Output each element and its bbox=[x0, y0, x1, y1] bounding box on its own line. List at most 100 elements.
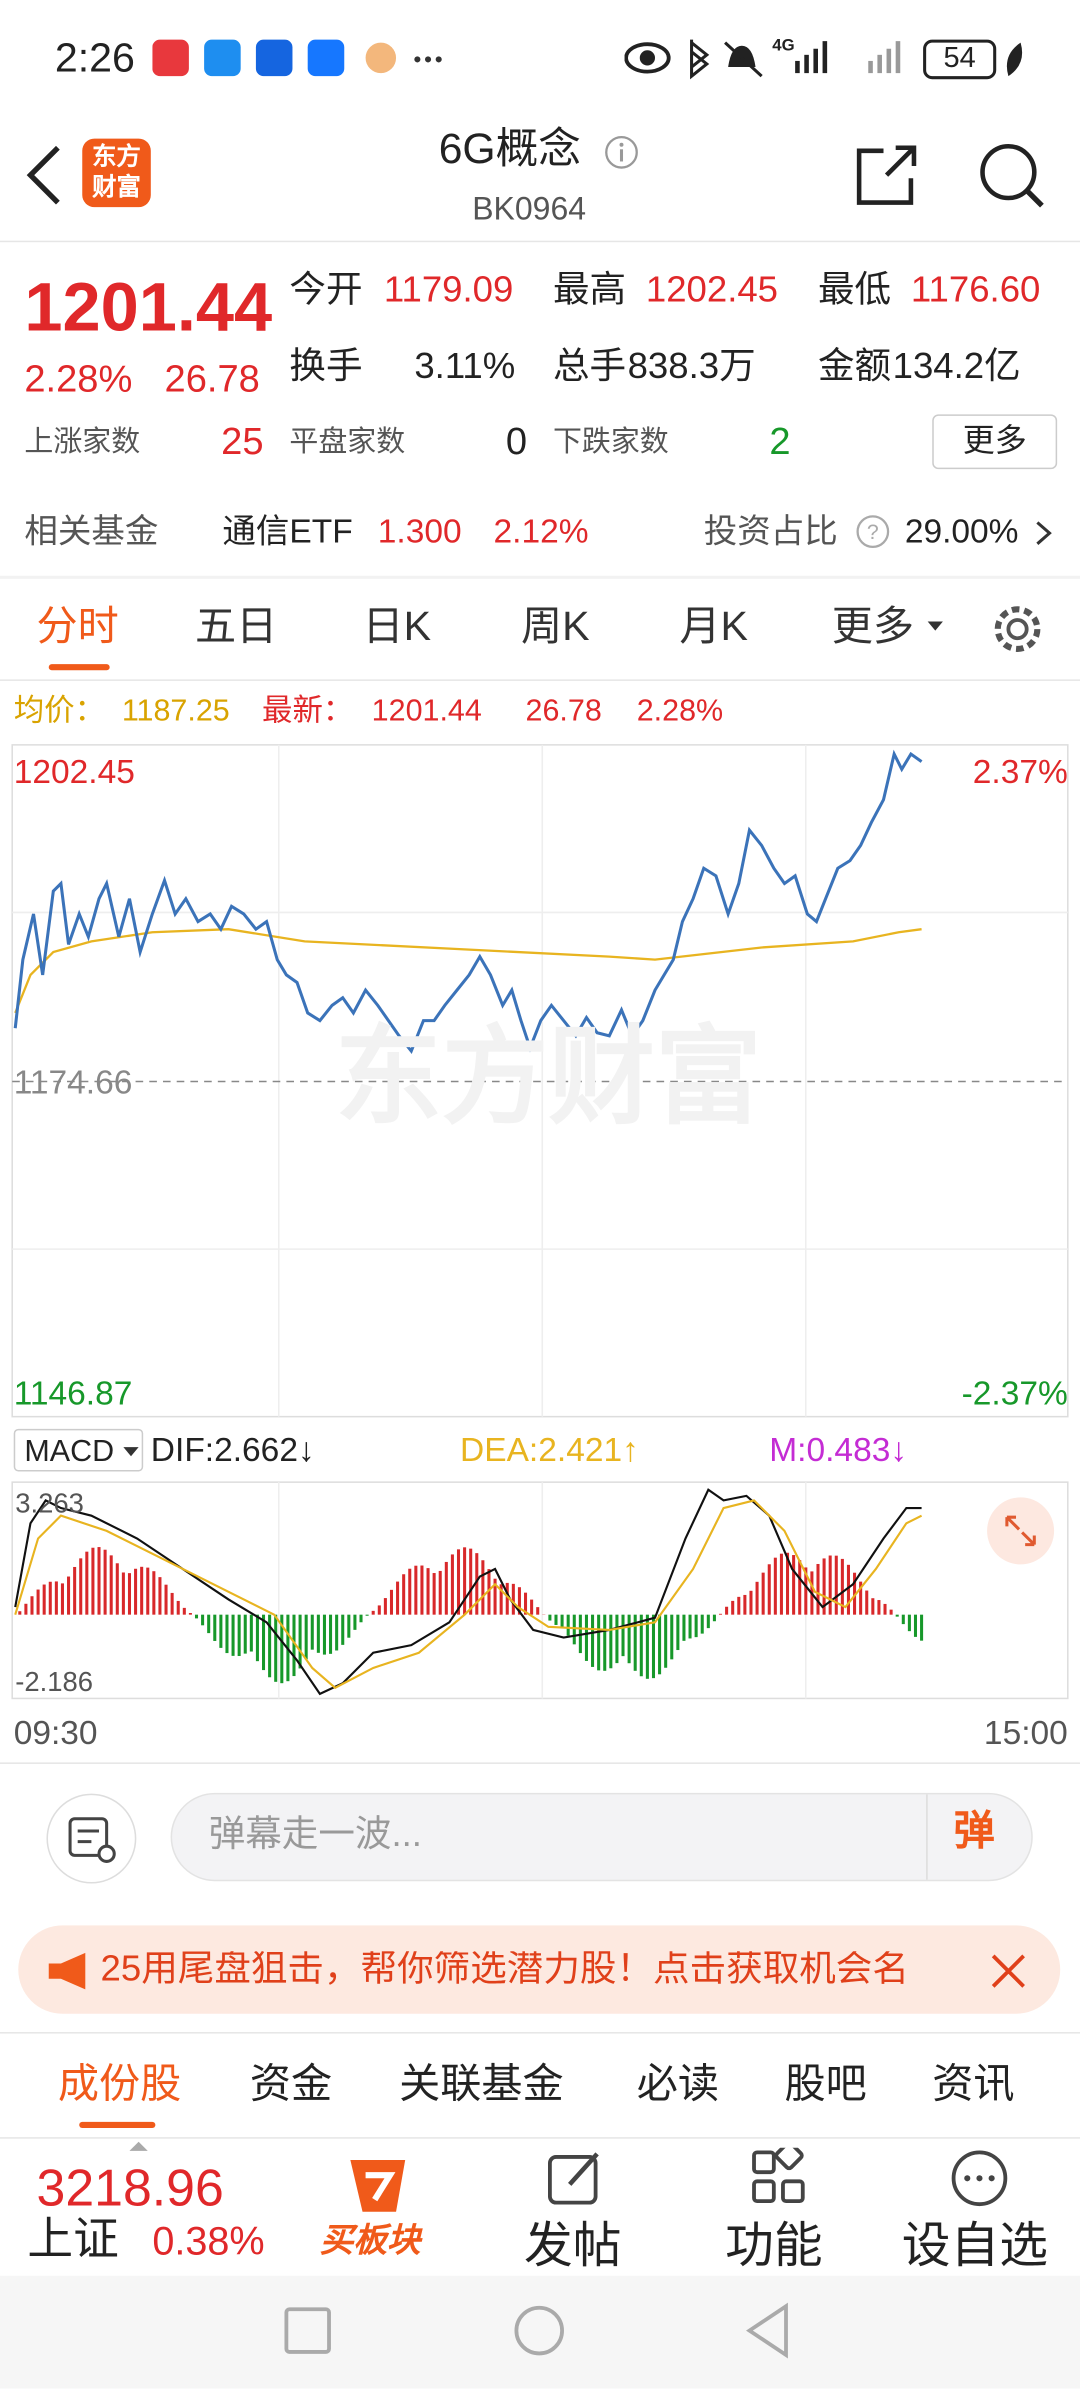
macd-bar bbox=[439, 1571, 442, 1615]
macd-bar bbox=[18, 1611, 21, 1614]
macd-bar bbox=[85, 1552, 88, 1615]
tab[interactable]: 五日 bbox=[195, 606, 277, 647]
macd-bar bbox=[689, 1615, 692, 1639]
macd-bar bbox=[201, 1615, 204, 1626]
bottom-item[interactable]: 买板块 bbox=[320, 2224, 421, 2258]
dif: DIF:2.662↓ bbox=[151, 1433, 315, 1467]
macd-bar bbox=[615, 1615, 618, 1663]
macd-bar bbox=[171, 1593, 174, 1615]
section-tab[interactable]: 股吧 bbox=[784, 2064, 866, 2105]
section-tab[interactable]: 资金 bbox=[250, 2064, 332, 2105]
bottom-item[interactable]: 设自选 bbox=[902, 2221, 1048, 2270]
macd-bar bbox=[262, 1615, 265, 1670]
tab[interactable]: 月K bbox=[679, 606, 748, 647]
section-tab[interactable]: 关联基金 bbox=[399, 2064, 564, 2105]
stat-label: 最高 bbox=[553, 273, 626, 310]
macd-bar bbox=[682, 1615, 685, 1641]
macd-bar bbox=[585, 1615, 588, 1661]
price-line bbox=[15, 754, 921, 1051]
bottom-item[interactable]: 发帖 bbox=[524, 2221, 622, 2270]
danmaku-button[interactable]: 弹 bbox=[954, 1811, 995, 1852]
macd-bar bbox=[780, 1554, 783, 1615]
macd-bar bbox=[195, 1615, 198, 1619]
macd-bar bbox=[792, 1555, 795, 1615]
macd-bar bbox=[713, 1615, 716, 1622]
macd-bar bbox=[140, 1567, 143, 1615]
macd-bar bbox=[573, 1615, 576, 1645]
macd-bar bbox=[597, 1615, 600, 1671]
m: M:0.483↓ bbox=[769, 1433, 907, 1467]
tab[interactable]: 更多 bbox=[832, 606, 914, 647]
macd-bar bbox=[676, 1615, 679, 1650]
macd-bar bbox=[798, 1560, 801, 1615]
macd-bar bbox=[420, 1566, 423, 1615]
banner-text: 25用尾盘狙击，帮你筛选潜力股！点击获取机会名 bbox=[101, 1951, 954, 1988]
macd-bar bbox=[37, 1590, 40, 1615]
breadth-label: 平盘家数 bbox=[289, 428, 405, 457]
macd-bar bbox=[871, 1598, 874, 1614]
macd-bar bbox=[743, 1595, 746, 1615]
section-tab[interactable]: 必读 bbox=[637, 2064, 719, 2105]
macd-bar bbox=[335, 1615, 338, 1651]
section-tab[interactable]: 成份股 bbox=[58, 2064, 181, 2105]
macd-bar bbox=[554, 1615, 557, 1625]
macd-bar bbox=[427, 1568, 430, 1615]
macd-bar bbox=[189, 1613, 192, 1615]
macd-bar bbox=[134, 1569, 137, 1615]
index-change: 0.38% bbox=[152, 2221, 264, 2261]
macd-bar bbox=[658, 1615, 661, 1675]
macd-bar bbox=[737, 1597, 740, 1615]
macd-bar bbox=[609, 1615, 612, 1669]
macd-bar bbox=[353, 1615, 356, 1630]
macd-bar bbox=[146, 1568, 149, 1615]
breadth-label: 上涨家数 bbox=[24, 428, 140, 457]
macd-bar bbox=[414, 1566, 417, 1615]
macd-bar bbox=[908, 1615, 911, 1631]
macd-bar bbox=[79, 1558, 82, 1614]
macd-bar bbox=[914, 1615, 917, 1637]
bottom-item[interactable]: 功能 bbox=[725, 2221, 823, 2270]
post-icon bbox=[545, 2148, 606, 2209]
macd-bar bbox=[591, 1615, 594, 1667]
tab[interactable]: 周K bbox=[521, 606, 590, 647]
breadth-value: 0 bbox=[506, 423, 527, 461]
base: 1174.66 bbox=[14, 1066, 133, 1100]
expand-button[interactable] bbox=[986, 1496, 1056, 1566]
macd-bar bbox=[725, 1607, 728, 1615]
high: 1202.45 bbox=[14, 756, 135, 790]
macd-bar bbox=[213, 1615, 216, 1641]
macd-bar bbox=[219, 1615, 222, 1648]
macd-bar bbox=[463, 1547, 466, 1614]
section-underline bbox=[79, 2122, 155, 2128]
banner-close[interactable] bbox=[987, 1950, 1030, 1993]
macd-bar bbox=[451, 1554, 454, 1614]
macd-bar bbox=[890, 1610, 893, 1615]
macd-bar bbox=[402, 1574, 405, 1614]
macd-bar bbox=[695, 1615, 698, 1637]
tab[interactable]: 分时 bbox=[37, 606, 119, 647]
macd-bar bbox=[762, 1573, 765, 1615]
macd-bar bbox=[311, 1615, 314, 1650]
macd-bar bbox=[244, 1615, 247, 1654]
macd-bar bbox=[902, 1615, 905, 1624]
macd-bar bbox=[250, 1615, 253, 1652]
up-arrow bbox=[128, 2140, 149, 2152]
stat-label: 今开 bbox=[289, 273, 362, 310]
macd-bar bbox=[43, 1585, 46, 1615]
tab[interactable]: 日K bbox=[363, 606, 432, 647]
stat-label: 金额 bbox=[818, 349, 891, 386]
comment-icon[interactable] bbox=[46, 1793, 137, 1884]
stat-label: 最低 bbox=[818, 273, 891, 310]
tab-underline bbox=[49, 664, 110, 670]
section-tab[interactable]: 资讯 bbox=[932, 2064, 1014, 2105]
macd-bar bbox=[341, 1615, 344, 1645]
macd-bar bbox=[73, 1567, 76, 1615]
watchlist-icon bbox=[947, 2148, 1011, 2212]
macd-bar bbox=[323, 1615, 326, 1655]
nav-buttons[interactable] bbox=[0, 2276, 1080, 2389]
macd-bar bbox=[61, 1583, 64, 1614]
macd-bar bbox=[816, 1564, 819, 1615]
macd-bar bbox=[883, 1604, 886, 1615]
macd-bar bbox=[756, 1582, 759, 1615]
